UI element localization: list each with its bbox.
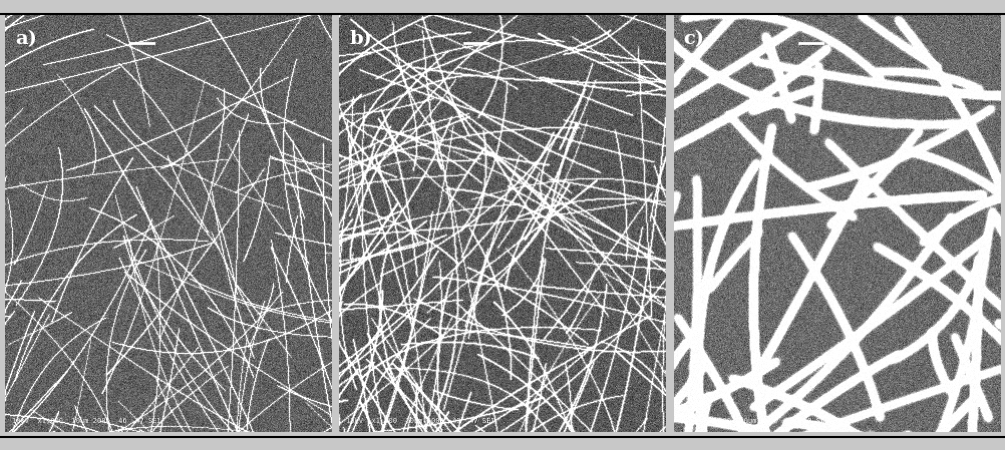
Text: 11kV  x1,000  10um 2000  28  63 SE1: 11kV x1,000 10um 2000 28 63 SE1 [680, 418, 829, 423]
Text: 10kV  x1,000  10um 2000  46  47 SE1: 10kV x1,000 10um 2000 46 47 SE1 [11, 418, 161, 423]
Text: 10kV  x1,000  10um 2000  43  47 SE1: 10kV x1,000 10um 2000 43 47 SE1 [346, 418, 494, 423]
Text: b): b) [349, 30, 372, 48]
Text: a): a) [15, 30, 37, 48]
Text: c): c) [683, 30, 705, 48]
